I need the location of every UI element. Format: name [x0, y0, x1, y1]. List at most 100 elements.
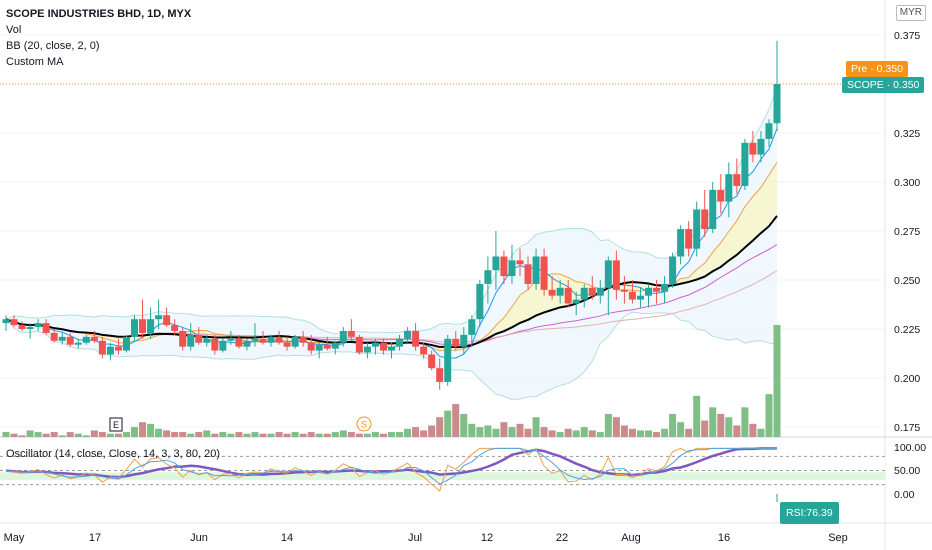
candle-body: [548, 289, 556, 296]
price-tick-label: 0.325: [894, 128, 920, 140]
volume-bar: [492, 428, 500, 437]
volume-bar: [444, 410, 452, 437]
last-price-badge: SCOPE · 0.350: [842, 77, 925, 93]
volume-bar: [50, 432, 58, 437]
volume-bar: [396, 432, 404, 437]
candle-body: [516, 260, 524, 265]
earnings-marker: [109, 417, 123, 432]
time-tick-label: 16: [718, 532, 730, 544]
volume-bar: [179, 432, 187, 437]
time-tick-label: May: [4, 532, 25, 544]
volume-bar: [508, 427, 516, 437]
candle-body: [636, 295, 644, 300]
candle-body: [18, 325, 26, 329]
candle-body: [299, 336, 307, 343]
candle-body: [396, 338, 404, 347]
candle-body: [235, 338, 243, 347]
volume-bar: [379, 433, 387, 437]
volume-bar: [717, 413, 725, 437]
time-tick-label: Aug: [621, 532, 641, 544]
volume-bar: [420, 430, 428, 437]
volume-bar: [34, 432, 42, 437]
candle-body: [82, 336, 90, 343]
price-tick-label: 0.225: [894, 324, 920, 336]
candle-body: [139, 319, 147, 333]
volume-bar: [243, 433, 251, 437]
volume-bar: [645, 430, 652, 437]
volume-bar: [42, 433, 50, 437]
candle-body: [404, 330, 412, 339]
candle-body: [717, 189, 725, 202]
time-tick-label: 12: [481, 532, 493, 544]
volume-bar: [596, 432, 604, 437]
volume-bar: [757, 428, 765, 437]
candle-body: [669, 256, 677, 284]
volume-bars: [2, 325, 781, 437]
volume-bar: [709, 407, 717, 437]
candle-body: [66, 336, 74, 345]
candle-body: [251, 338, 259, 341]
time-tick-label: Jul: [408, 532, 422, 544]
price-tick-label: 0.375: [894, 30, 920, 42]
candle-body: [765, 123, 773, 139]
price-tick-label: 0.250: [894, 275, 920, 287]
volume-bar: [765, 394, 773, 437]
candle-body: [773, 84, 781, 124]
candle-body: [339, 330, 347, 343]
candle-body: [347, 330, 355, 337]
volume-bar: [114, 433, 122, 437]
candle-body: [42, 323, 50, 333]
candle-body: [556, 287, 564, 296]
candle-body: [155, 315, 163, 320]
candle-body: [492, 256, 500, 271]
price-tick-label: 0.200: [894, 373, 920, 385]
volume-bar: [693, 395, 701, 437]
volume-bar: [428, 425, 436, 437]
volume-bar: [235, 432, 243, 437]
candle-body: [444, 338, 452, 382]
candle-body: [532, 256, 540, 284]
candle-body: [436, 368, 444, 382]
symbol-title: SCOPE INDUSTRIES BHD, 1D, MYX: [6, 8, 192, 20]
candle-body: [307, 342, 315, 351]
candle-body: [259, 338, 267, 343]
currency-badge[interactable]: MYR: [895, 5, 926, 21]
candle-body: [26, 327, 34, 329]
volume-bar: [251, 432, 259, 437]
candle-body: [733, 174, 741, 186]
volume-bar: [620, 425, 628, 437]
candle-body: [484, 270, 492, 284]
indicator-bb[interactable]: BB (20, close, 2, 0): [6, 40, 100, 52]
volume-bar: [733, 425, 741, 437]
candle-body: [2, 319, 10, 324]
price-tick-label: 0.275: [894, 226, 920, 238]
volume-bar: [299, 433, 307, 437]
time-tick-label: 22: [556, 532, 568, 544]
volume-bar: [267, 433, 275, 437]
candle-body: [131, 319, 138, 337]
volume-bar: [355, 433, 363, 437]
volume-bar: [371, 432, 379, 437]
volume-bar: [10, 433, 18, 437]
candle-body: [749, 142, 757, 155]
indicator-custom-ma[interactable]: Custom MA: [6, 56, 64, 68]
volume-bar: [131, 427, 138, 437]
candle-body: [677, 229, 685, 257]
volume-bar: [604, 413, 612, 437]
candle-body: [379, 342, 387, 351]
volume-bar: [540, 427, 548, 437]
volume-bar: [580, 427, 588, 437]
volume-bar: [572, 430, 580, 437]
volume-bar: [187, 433, 195, 437]
candle-body: [452, 338, 460, 347]
oscillator-title[interactable]: Oscillator (14, close, Close, 14, 3, 3, …: [6, 448, 220, 460]
candle-body: [388, 346, 395, 351]
candle-body: [701, 209, 709, 230]
candle-body: [323, 344, 331, 349]
volume-bar: [122, 432, 130, 437]
price-tick-label: 0.300: [894, 177, 920, 189]
candle-body: [685, 229, 693, 249]
indicator-vol[interactable]: Vol: [6, 24, 22, 36]
